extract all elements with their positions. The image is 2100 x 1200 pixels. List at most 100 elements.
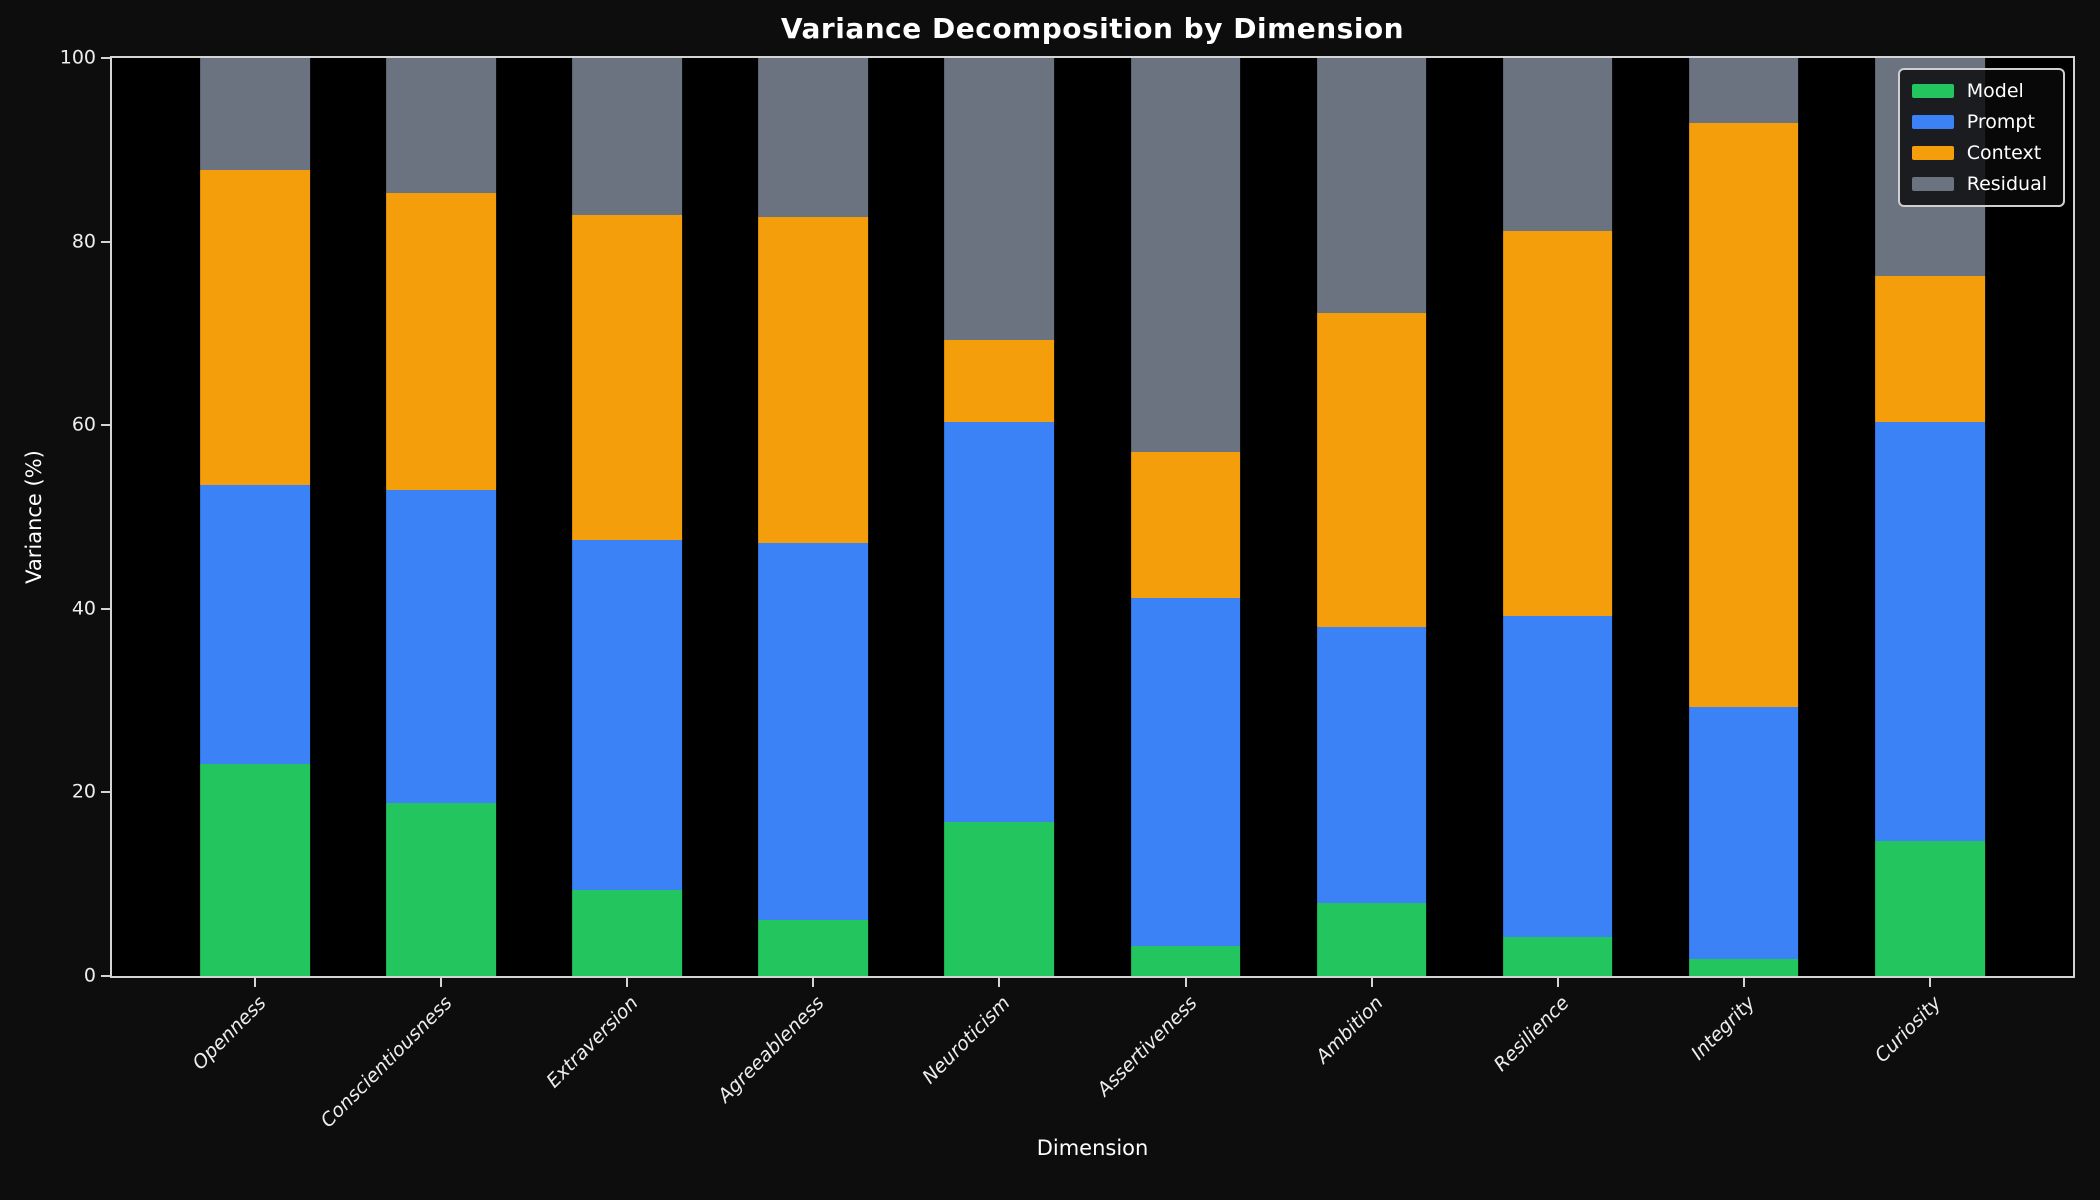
- chart-title: Variance Decomposition by Dimension: [780, 12, 1405, 45]
- x-tick-label-text: Curiosity: [1870, 992, 1946, 1067]
- bar-segment-prompt: [200, 484, 311, 764]
- legend-item-model: Model: [1911, 80, 2047, 102]
- bar-segment-model: [1874, 841, 1985, 976]
- bar-conscientiousness: [386, 58, 497, 976]
- plot-area: Model Prompt Context Residual Openness Consc…: [60, 48, 2075, 1132]
- bar-segment-prompt: [1502, 616, 1613, 938]
- legend-label: Context: [1966, 142, 2042, 164]
- legend-swatch-model: [1911, 84, 1954, 98]
- bar-segment-context: [1502, 230, 1613, 617]
- bar-segment-model: [1688, 958, 1799, 976]
- bar-neuroticism: [944, 58, 1055, 976]
- x-tick-mark: [998, 978, 1001, 987]
- y-tick-label: 80: [71, 230, 96, 253]
- y-tick-mark: [101, 240, 110, 243]
- bar-segment-residual: [386, 58, 497, 193]
- legend: Model Prompt Context Residual: [1897, 68, 2065, 207]
- bar-resilience: [1502, 58, 1613, 976]
- bar-extraversion: [572, 58, 683, 976]
- bar-segment-prompt: [758, 542, 869, 921]
- y-tick-label: 40: [71, 597, 96, 620]
- x-tick-label: Curiosity: [1870, 992, 2014, 1067]
- bar-segment-residual: [758, 58, 869, 217]
- bar-integrity: [1688, 58, 1799, 976]
- legend-swatch-prompt: [1911, 115, 1954, 129]
- bar-segment-residual: [200, 58, 311, 171]
- legend-item-context: Context: [1911, 142, 2047, 164]
- bar-segment-context: [386, 192, 497, 491]
- x-tick-mark: [1928, 978, 1931, 987]
- x-tick-label: Assertiveness: [1093, 992, 1318, 1101]
- y-tick-label: 60: [71, 413, 96, 436]
- bar-segment-context: [944, 339, 1055, 423]
- x-tick-label: Integrity: [1687, 992, 1825, 1065]
- y-tick-mark: [101, 607, 110, 610]
- y-tick-label: 100: [59, 46, 96, 69]
- bar-segment-context: [1688, 123, 1799, 708]
- x-tick-label: Conscientiousness: [317, 992, 617, 1132]
- bar-segment-model: [1316, 902, 1427, 976]
- y-tick-mark: [101, 975, 110, 977]
- bar-segment-residual: [572, 58, 683, 215]
- bar-openness: [200, 58, 311, 976]
- bar-segment-context: [572, 215, 683, 540]
- x-tick-mark: [1556, 978, 1559, 987]
- x-tick-label: Agreeableness: [714, 992, 953, 1107]
- bar-agreeableness: [758, 58, 869, 976]
- bar-segment-prompt: [944, 422, 1055, 822]
- bar-segment-residual: [1316, 58, 1427, 314]
- y-tick-mark: [101, 791, 110, 794]
- bar-assertiveness: [1130, 58, 1241, 976]
- bar-ambition: [1316, 58, 1427, 976]
- legend-label: Residual: [1966, 173, 2047, 195]
- x-tick-mark: [440, 978, 443, 987]
- legend-item-residual: Residual: [1911, 173, 2047, 195]
- bar-segment-model: [758, 920, 869, 976]
- legend-label: Model: [1966, 80, 2024, 102]
- x-tick-label: Extraversion: [543, 992, 747, 1092]
- legend-swatch-context: [1911, 146, 1954, 160]
- legend-swatch-residual: [1911, 177, 1954, 191]
- x-tick-label: Neuroticism: [919, 992, 1113, 1088]
- bar-segment-residual: [1130, 58, 1241, 452]
- x-tick-mark: [626, 978, 629, 987]
- bar-segment-context: [1874, 275, 1985, 422]
- x-tick-mark: [812, 978, 815, 987]
- bar-segment-model: [386, 802, 497, 976]
- x-tick-label: Resilience: [1489, 992, 1655, 1076]
- bar-segment-prompt: [1688, 707, 1799, 959]
- x-tick-mark: [1184, 978, 1187, 987]
- y-axis-label: Variance (%): [22, 450, 46, 584]
- bar-segment-model: [944, 821, 1055, 976]
- bar-segment-prompt: [386, 490, 497, 803]
- bar-segment-context: [1316, 313, 1427, 628]
- x-tick-label-text: Resilience: [1489, 992, 1574, 1076]
- x-tick-mark: [1370, 978, 1373, 987]
- y-tick-label: 0: [83, 964, 96, 987]
- bar-segment-context: [200, 170, 311, 485]
- bar-segment-residual: [944, 58, 1055, 340]
- x-tick-mark: [1742, 978, 1745, 987]
- bar-segment-prompt: [1130, 597, 1241, 946]
- y-tick-label: 20: [71, 780, 96, 803]
- y-tick-mark: [101, 424, 110, 427]
- bar-segment-prompt: [1874, 421, 1985, 842]
- x-tick-label-text: Openness: [188, 992, 271, 1075]
- x-tick-mark: [254, 978, 257, 987]
- bar-segment-context: [758, 216, 869, 543]
- bar-segment-residual: [1688, 58, 1799, 124]
- bar-segment-model: [200, 763, 311, 976]
- x-tick-label-text: Integrity: [1686, 992, 1760, 1065]
- y-tick-mark: [101, 57, 110, 59]
- x-axis-label: Dimension: [1036, 1136, 1149, 1160]
- bars-container: [112, 58, 2073, 976]
- bar-segment-residual: [1502, 58, 1613, 231]
- bar-segment-prompt: [1316, 627, 1427, 903]
- x-tick-label: Ambition: [1311, 992, 1457, 1068]
- x-tick-label-text: Ambition: [1311, 992, 1388, 1068]
- legend-label: Prompt: [1966, 111, 2035, 133]
- legend-item-prompt: Prompt: [1911, 111, 2047, 133]
- bar-segment-context: [1130, 451, 1241, 598]
